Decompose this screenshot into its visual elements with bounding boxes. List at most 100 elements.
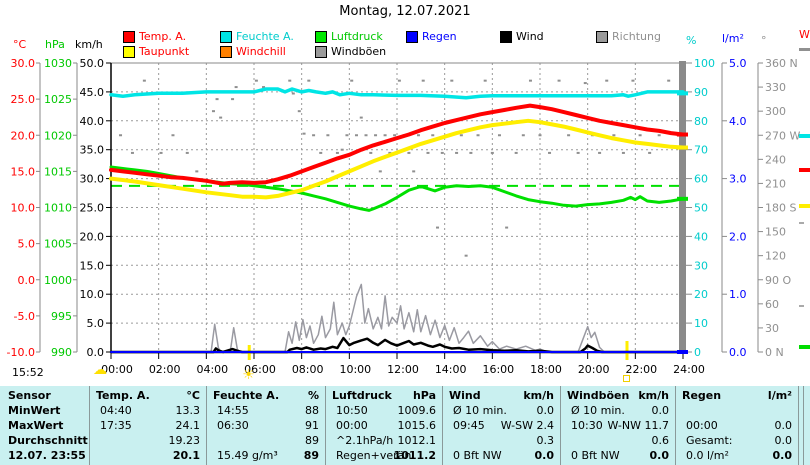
table-separator — [89, 386, 90, 465]
svg-text:30.0: 30.0 — [80, 173, 105, 186]
table-cell-value: 0.6 — [651, 434, 670, 447]
svg-text:20:00: 20:00 — [578, 363, 610, 376]
svg-text:1020: 1020 — [44, 129, 72, 142]
table-separator — [560, 386, 561, 465]
table-cell-value: 1011.2 — [393, 449, 436, 462]
table-cell-left: Regen+verän — [336, 449, 412, 462]
table-cell-value: 1009.6 — [397, 404, 437, 417]
table-cell-value: W-NW 11.7 — [607, 419, 670, 432]
svg-text:60: 60 — [765, 298, 779, 311]
svg-text:30: 30 — [694, 259, 708, 272]
legend-color-box — [596, 31, 608, 43]
svg-text:45.0: 45.0 — [80, 86, 105, 99]
series-temp-a- — [109, 103, 685, 186]
legend-row-2: Taupunkt Windchill Windböen — [0, 45, 810, 58]
svg-text:330: 330 — [765, 81, 786, 94]
svg-text:25.0: 25.0 — [80, 202, 105, 215]
svg-text:24:00: 24:00 — [673, 363, 705, 376]
table-col-header: Luftdruck — [332, 389, 392, 402]
svg-text:14:00: 14:00 — [435, 363, 467, 376]
svg-text:1005: 1005 — [44, 238, 72, 251]
table-cell-value: 0.0 — [536, 404, 555, 417]
table-cell-value: 91 — [305, 419, 319, 432]
sunset-tick — [625, 341, 629, 360]
svg-text:990: 990 — [51, 346, 72, 359]
svg-text:50.0: 50.0 — [80, 57, 105, 70]
table-cell-left: 00:00 — [336, 419, 368, 432]
table-cell-value: 24.1 — [175, 419, 201, 432]
plot-right-border-bar — [679, 61, 686, 354]
svg-text:180 S: 180 S — [765, 202, 796, 215]
table-row-label: Sensor — [8, 389, 51, 402]
table-cell-value: 88 — [305, 404, 319, 417]
svg-text:90: 90 — [694, 86, 708, 99]
legend-color-box — [123, 46, 135, 58]
svg-text:30.0: 30.0 — [11, 57, 36, 70]
table-cell-value: 89 — [303, 449, 319, 462]
svg-text:300: 300 — [765, 105, 786, 118]
svg-text:00:00: 00:00 — [101, 363, 133, 376]
svg-text:30: 30 — [765, 322, 779, 335]
series-taupunkt — [109, 118, 685, 200]
svg-text:995: 995 — [51, 310, 72, 323]
svg-text:40: 40 — [694, 230, 708, 243]
table-separator — [325, 386, 326, 465]
table-cell-value: 89 — [305, 434, 319, 447]
table-cell-left: ^2.1hPa/h — [336, 434, 394, 447]
rain-axis: 5.0 4.0 3.0 2.0 1.0 0.0 — [721, 57, 747, 359]
svg-text:15.0: 15.0 — [11, 165, 36, 178]
svg-text:06:00: 06:00 — [244, 363, 276, 376]
series-windb-en — [110, 283, 684, 353]
table-cell-left: 06:30 — [217, 419, 249, 432]
svg-text:70: 70 — [694, 144, 708, 157]
legend-color-box — [220, 46, 232, 58]
svg-text:210: 210 — [765, 177, 786, 190]
table-separator — [803, 386, 804, 465]
legend-color-box — [315, 46, 327, 58]
svg-text:120: 120 — [765, 250, 786, 263]
legend-color-box — [406, 31, 418, 43]
table-separator — [675, 386, 676, 465]
table-cell-left: 00:00 — [686, 419, 718, 432]
sunrise-sun-icon: ☀ — [242, 367, 255, 383]
svg-text:16:00: 16:00 — [482, 363, 514, 376]
direction-axis: 360 N 330 300 270 W 240 210 180 S 150 120 90 O 60 3… — [757, 57, 800, 359]
svg-text:10: 10 — [694, 317, 708, 330]
table-cell-value: 0.0 — [774, 419, 793, 432]
legend-color-box — [123, 31, 135, 43]
table-cell-value: 19.23 — [168, 434, 201, 447]
table-cell-value: 20.1 — [172, 449, 200, 462]
table-col-unit: hPa — [412, 389, 436, 402]
table-cell-left: 10:30 — [571, 419, 603, 432]
svg-text:5.0: 5.0 — [18, 238, 36, 251]
svg-text:0.0: 0.0 — [18, 274, 36, 287]
table-col-header: Wind — [449, 389, 481, 402]
legend-label: Richtung — [612, 30, 661, 43]
table-cell-value: 0.0 — [649, 449, 670, 462]
svg-text:04:00: 04:00 — [196, 363, 228, 376]
table-cell-left: Ø 10 min. — [453, 404, 507, 417]
legend-color-box — [220, 31, 232, 43]
svg-text:1025: 1025 — [44, 93, 72, 106]
table-row-label: MinWert — [8, 404, 61, 417]
svg-text:0 N: 0 N — [765, 346, 784, 359]
legend-label: Luftdruck — [331, 30, 383, 43]
svg-text:5.0: 5.0 — [87, 317, 105, 330]
table-separator — [206, 386, 207, 465]
svg-text:10.0: 10.0 — [80, 288, 105, 301]
svg-text:10.0: 10.0 — [11, 202, 36, 215]
svg-text:10:00: 10:00 — [339, 363, 371, 376]
svg-text:270 W: 270 W — [765, 129, 800, 142]
unit-label-humidity: % — [686, 34, 697, 47]
time-axis: 00:00 02:00 04:00 06:00 08:00 10:00 12:00 14:00… — [101, 353, 705, 376]
svg-text:3.0: 3.0 — [729, 173, 747, 186]
table-cell-left: 10:50 — [336, 404, 368, 417]
table-separator — [442, 386, 443, 465]
table-cell-value: 0.3 — [536, 434, 555, 447]
table-cell-value: 0.0 — [651, 404, 670, 417]
svg-text:02:00: 02:00 — [149, 363, 181, 376]
edge-column-marks — [799, 48, 810, 349]
legend-label: Windchill — [236, 45, 286, 58]
svg-text:60: 60 — [694, 173, 708, 186]
table-cell-value: 1015.6 — [397, 419, 437, 432]
